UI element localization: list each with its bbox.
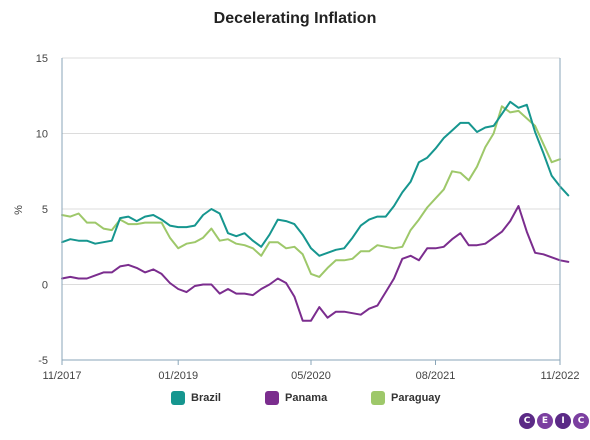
legend-swatch-panama — [265, 391, 279, 405]
x-tick-label: 01/2019 — [158, 370, 198, 382]
y-tick-label: 5 — [42, 204, 48, 216]
series-line-paraguay — [61, 105, 561, 278]
legend-item-brazil[interactable]: Brazil — [171, 389, 221, 407]
series-line-brazil — [61, 100, 570, 257]
logo-letter: C — [573, 413, 589, 429]
y-tick-label: 10 — [36, 129, 48, 141]
series-layer — [61, 100, 570, 322]
legend-swatch-brazil — [171, 391, 185, 405]
logo-letter: E — [537, 413, 553, 429]
series-line-panama — [61, 205, 570, 322]
chart-title: Decelerating Inflation — [213, 10, 377, 27]
x-tick-label: 11/2017 — [43, 370, 82, 382]
axis-layer: -5 0 5 10 15 11/2017 01/2019 05/2020 08/2021 11/2… — [13, 53, 579, 382]
legend-label-brazil: Brazil — [191, 392, 221, 404]
ceic-logo: C E I C — [519, 413, 590, 429]
legend-swatch-paraguay — [371, 391, 385, 405]
legend-label-paraguay: Paraguay — [391, 392, 441, 404]
x-tick-label: 08/2021 — [416, 370, 456, 382]
grid-layer — [62, 57, 560, 361]
legend: Brazil Panama Paraguay — [0, 389, 590, 407]
y-tick-label: 0 — [42, 280, 48, 292]
legend-label-panama: Panama — [285, 392, 328, 404]
y-axis-label: % — [13, 205, 25, 215]
legend-item-panama[interactable]: Panama — [265, 389, 327, 407]
logo-letter: I — [555, 413, 571, 429]
y-tick-label: -5 — [38, 355, 48, 367]
x-tick-label: 05/2020 — [291, 370, 331, 382]
logo-letter: C — [519, 413, 535, 429]
legend-item-paraguay[interactable]: Paraguay — [371, 389, 441, 407]
x-tick-label: 11/2022 — [541, 370, 580, 382]
y-tick-label: 15 — [36, 53, 48, 65]
